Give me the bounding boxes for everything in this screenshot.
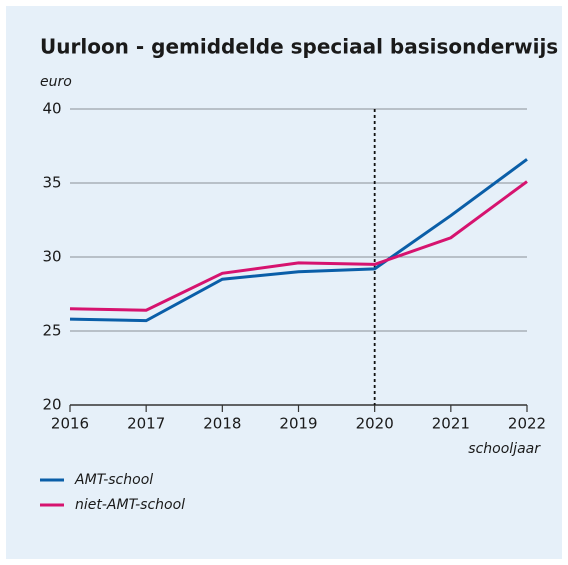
y-axis-label: euro [40, 74, 72, 90]
y-tick-label: 20 [42, 396, 61, 414]
x-tick-label: 2018 [203, 415, 241, 433]
series-line [69, 180, 528, 312]
x-axis-label: schooljaar [468, 441, 541, 457]
x-tick-label: 2020 [356, 415, 394, 433]
background [6, 6, 562, 559]
y-tick-label: 35 [42, 174, 61, 192]
y-tick-label: 25 [42, 322, 61, 340]
x-tick-label: 2019 [279, 415, 317, 433]
x-tick-label: 2016 [51, 415, 89, 433]
chart-title: Uurloon - gemiddelde speciaal basisonder… [40, 35, 558, 59]
y-tick-label: 40 [42, 100, 61, 118]
x-tick-label: 2022 [508, 415, 546, 433]
x-tick-label: 2021 [432, 415, 470, 433]
series-line [69, 158, 528, 323]
legend-label: niet-AMT-school [75, 497, 185, 513]
legend-label: AMT-school [74, 472, 153, 488]
y-tick-label: 30 [42, 248, 61, 266]
x-tick-label: 2017 [127, 415, 165, 433]
